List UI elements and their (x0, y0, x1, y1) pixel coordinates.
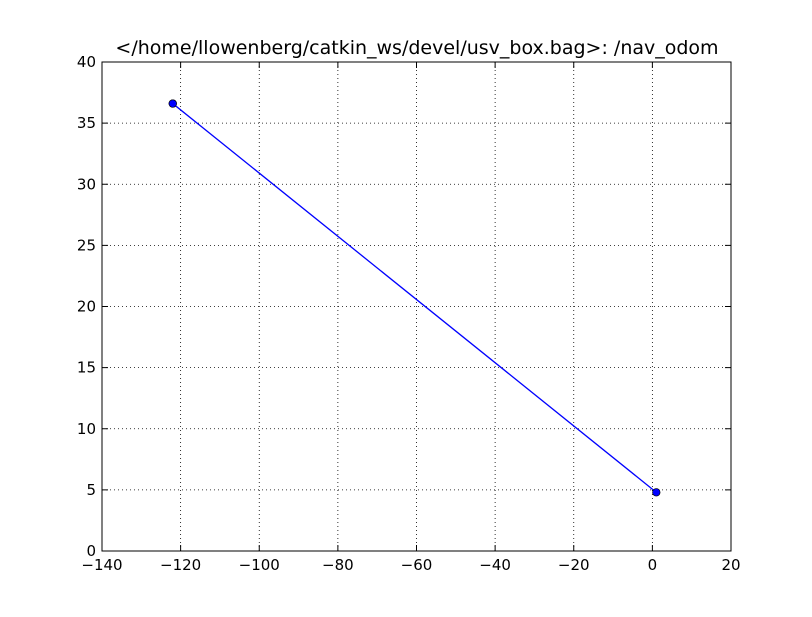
x-tick-label: −120 (160, 556, 201, 574)
data-point (652, 488, 661, 497)
x-tick-label: 20 (721, 556, 740, 574)
y-tick-label: 5 (86, 481, 96, 499)
y-tick-label: 0 (86, 542, 96, 560)
chart-title: </home/llowenberg/catkin_ws/devel/usv_bo… (115, 37, 718, 59)
x-tick-label: −20 (558, 556, 590, 574)
y-tick-label: 20 (77, 298, 96, 316)
y-tick-label: 10 (77, 420, 96, 438)
grid (102, 62, 731, 551)
series-layer (168, 99, 661, 497)
x-tick-label: −60 (401, 556, 433, 574)
x-tick-label: 0 (648, 556, 658, 574)
y-tick-label: 15 (77, 359, 96, 377)
y-tick-label: 35 (77, 114, 96, 132)
x-tick-label: −40 (479, 556, 511, 574)
y-tick-label: 30 (77, 175, 96, 193)
x-tick-label: −80 (322, 556, 354, 574)
y-tick-label: 40 (77, 53, 96, 71)
series-line (172, 103, 657, 493)
x-tick-label: −140 (81, 556, 122, 574)
data-point (168, 99, 177, 108)
ticks (101, 61, 732, 552)
y-tick-label: 25 (77, 236, 96, 254)
tick-labels: −140 −120 −100 −80 −60 −40 −20 0 20 0 5 10 15 20 25 30 3… (77, 53, 741, 574)
x-tick-label: −100 (239, 556, 280, 574)
